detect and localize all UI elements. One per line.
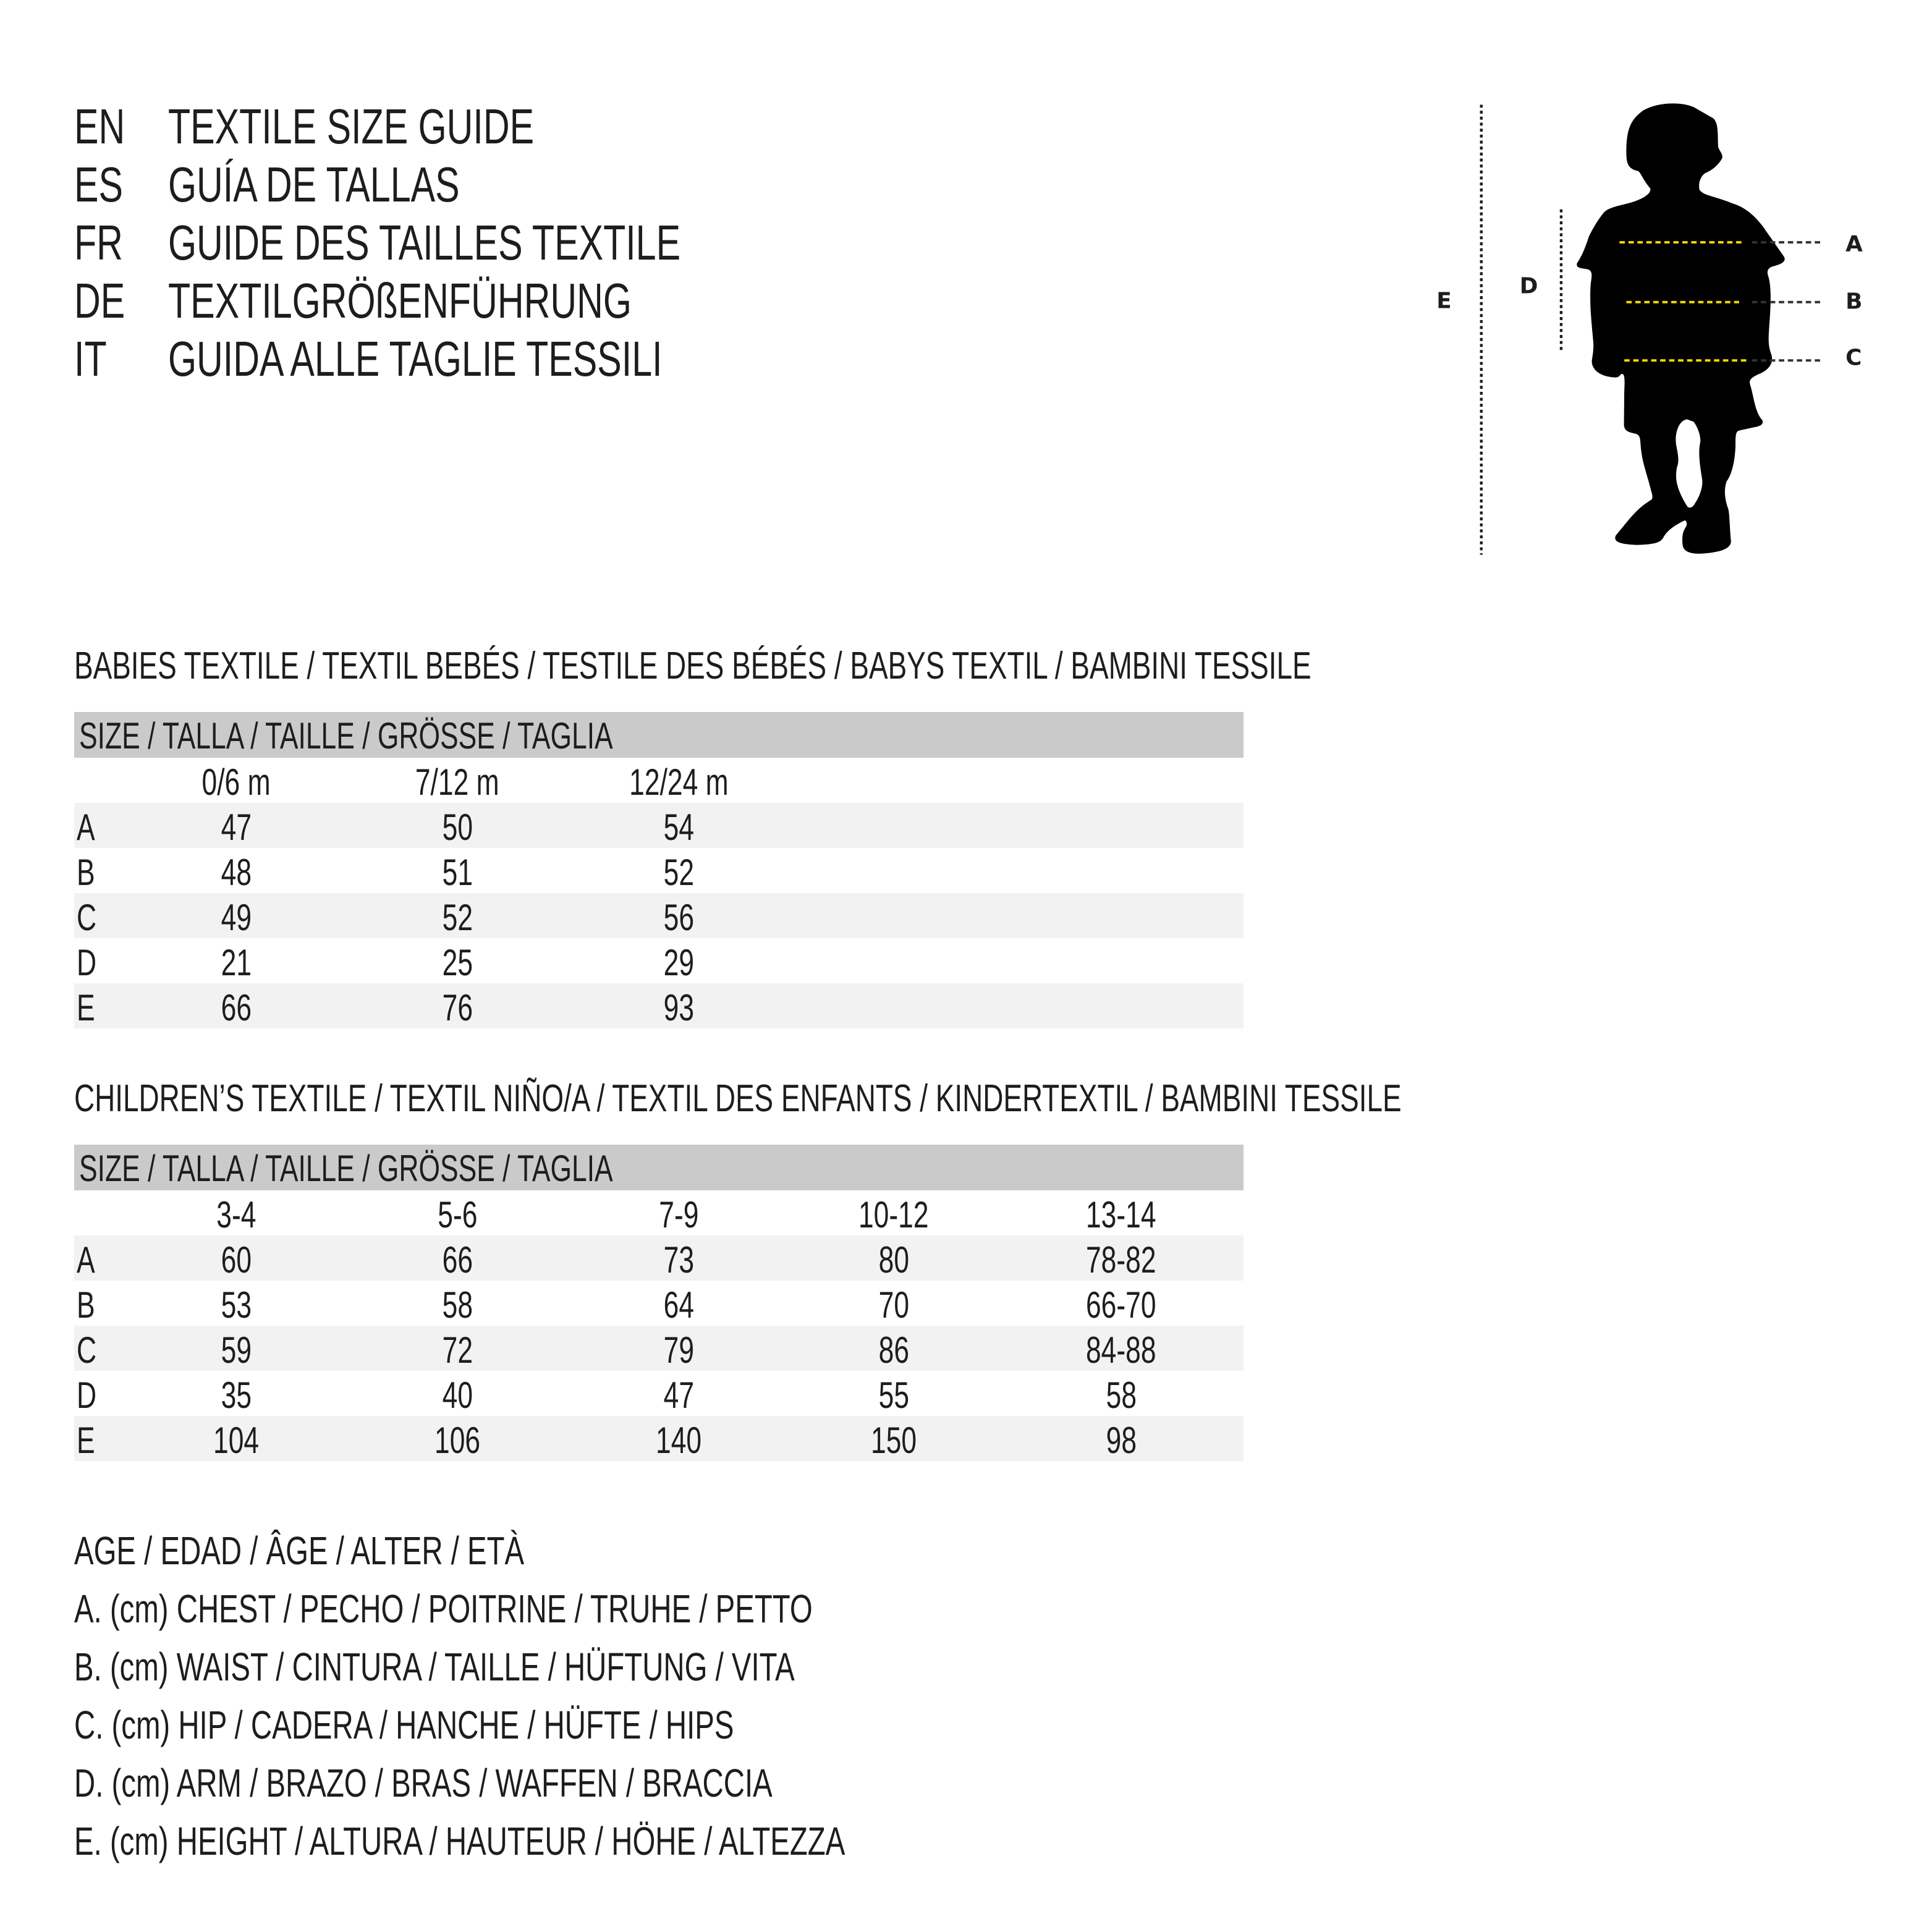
label-a: A [1845, 232, 1863, 257]
column-header: 10-12 [858, 1194, 929, 1235]
table-row: D 35 40 47 55 58 [74, 1371, 1244, 1416]
children-size-table: SIZE / TALLA / TAILLE / GRÖSSE / TAGLIA 3… [74, 1145, 1244, 1461]
table-cell: 106 [434, 1420, 481, 1461]
table-cell: 47 [221, 807, 252, 848]
measurement-figure: A B C D E [1436, 103, 1863, 555]
title-text: GUIDA ALLE TAGLIE TESSILI [168, 331, 663, 386]
table-cell: 29 [663, 942, 694, 983]
column-header: 12/24 m [629, 761, 729, 803]
row-label: A [77, 1239, 95, 1281]
table-cell: 25 [442, 942, 473, 983]
title-text: TEXTILE SIZE GUIDE [168, 99, 535, 154]
babies-size-table: SIZE / TALLA / TAILLE / GRÖSSE / TAGLIA 0… [74, 712, 1244, 1028]
table-cell: 66 [221, 987, 252, 1028]
table-cell: 66 [442, 1239, 473, 1281]
legend-line: D. (cm) ARM / BRAZO / BRAS / WAFFEN / BR… [74, 1761, 773, 1805]
column-header: 3-4 [216, 1194, 256, 1235]
table-cell: 140 [655, 1420, 702, 1461]
language-code: DE [74, 273, 125, 328]
babies-heading: BABIES TEXTILE / TEXTIL BEBÉS / TESTILE … [74, 645, 1311, 687]
size-header: SIZE / TALLA / TAILLE / GRÖSSE / TAGLIA [74, 1145, 1244, 1190]
title-text: TEXTILGRÖßENFÜHRUNG [168, 273, 632, 328]
table-cell: 47 [663, 1375, 694, 1416]
legend-line: E. (cm) HEIGHT / ALTURA / HAUTEUR / HÖHE… [74, 1819, 845, 1863]
row-label: B [77, 852, 95, 893]
table-row: C 49 52 56 [74, 893, 1244, 938]
table-cell: 79 [663, 1329, 694, 1371]
language-code: EN [74, 99, 125, 154]
legend-line: B. (cm) WAIST / CINTURA / TAILLE / HÜFTU… [74, 1645, 795, 1689]
children-heading: CHILDREN’S TEXTILE / TEXTIL NIÑO/A / TEX… [74, 1077, 1402, 1120]
table-cell: 58 [1106, 1375, 1137, 1416]
column-header: 7/12 m [415, 761, 499, 803]
column-header-row: 0/6 m 7/12 m 12/24 m [74, 758, 1244, 803]
table-cell: 80 [878, 1239, 909, 1281]
table-cell: 55 [878, 1375, 909, 1416]
table-cell: 84-88 [1086, 1329, 1156, 1371]
table-row: E 66 76 93 [74, 983, 1244, 1028]
table-row: B 48 51 52 [74, 848, 1244, 893]
label-b: B [1845, 289, 1862, 314]
table-cell: 49 [221, 897, 252, 938]
table-cell: 56 [663, 897, 694, 938]
table-cell: 72 [442, 1329, 473, 1371]
legend-line: C. (cm) HIP / CADERA / HANCHE / HÜFTE / … [74, 1703, 734, 1747]
table-row: A 60 66 73 80 78-82 [74, 1235, 1244, 1281]
language-code: ES [74, 157, 123, 212]
table-cell: 70 [878, 1284, 909, 1326]
language-code: FR [74, 215, 123, 270]
label-e: E [1436, 288, 1451, 313]
table-cell: 21 [221, 942, 252, 983]
column-header: 0/6 m [201, 761, 271, 803]
row-label: B [77, 1284, 95, 1326]
table-cell: 51 [442, 852, 473, 893]
size-header: SIZE / TALLA / TAILLE / GRÖSSE / TAGLIA [74, 712, 1244, 758]
title-text: GUIDE DES TAILLES TEXTILE [168, 215, 681, 270]
table-cell: 73 [663, 1239, 694, 1281]
row-label: C [77, 897, 97, 938]
table-cell: 58 [442, 1284, 473, 1326]
label-c: C [1845, 345, 1862, 370]
table-cell: 54 [663, 807, 694, 848]
legend-line: A. (cm) CHEST / PECHO / POITRINE / TRUHE… [74, 1587, 813, 1631]
table-cell: 50 [442, 807, 473, 848]
table-cell: 76 [442, 987, 473, 1028]
table-cell: 64 [663, 1284, 694, 1326]
child-silhouette-icon [1577, 103, 1785, 554]
title-text: GUÍA DE TALLAS [168, 157, 460, 212]
row-label: C [77, 1329, 97, 1371]
row-label: E [77, 987, 95, 1028]
table-cell: 60 [221, 1239, 252, 1281]
table-cell: 59 [221, 1329, 252, 1371]
language-code: IT [74, 331, 107, 386]
table-cell: 52 [663, 852, 694, 893]
table-row: C 59 72 79 86 84-88 [74, 1326, 1244, 1371]
label-d: D [1520, 273, 1538, 299]
table-row: D 21 25 29 [74, 938, 1244, 983]
table-cell: 104 [213, 1420, 260, 1461]
table-cell: 66-70 [1086, 1284, 1156, 1326]
table-row: B 53 58 64 70 66-70 [74, 1281, 1244, 1326]
table-cell: 53 [221, 1284, 252, 1326]
table-cell: 150 [870, 1420, 917, 1461]
row-label: E [77, 1420, 95, 1461]
column-header: 5-6 [437, 1194, 478, 1235]
column-header: 13-14 [1086, 1194, 1156, 1235]
legend-line: AGE / EDAD / ÂGE / ALTER / ETÀ [74, 1528, 525, 1573]
column-header-row: 3-4 5-6 7-9 10-12 13-14 [74, 1190, 1244, 1235]
table-cell: 93 [663, 987, 694, 1028]
table-row: E 104 106 140 150 98 [74, 1416, 1244, 1461]
row-label: D [77, 942, 97, 983]
table-cell: 48 [221, 852, 252, 893]
row-label: D [77, 1375, 97, 1416]
table-row: A 47 50 54 [74, 803, 1244, 848]
table-cell: 86 [878, 1329, 909, 1371]
column-header: 7-9 [658, 1194, 699, 1235]
table-cell: 35 [221, 1375, 252, 1416]
row-label: A [77, 807, 95, 848]
table-cell: 52 [442, 897, 473, 938]
table-cell: 78-82 [1086, 1239, 1156, 1281]
table-cell: 40 [442, 1375, 473, 1416]
table-cell: 98 [1106, 1420, 1137, 1461]
